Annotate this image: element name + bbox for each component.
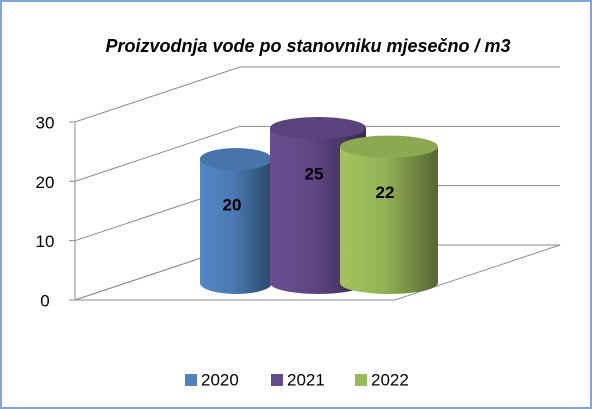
legend-label: 2022 xyxy=(371,370,409,389)
y-tick-label: 30 xyxy=(36,113,55,132)
y-tick-label: 10 xyxy=(36,232,55,251)
bar-top xyxy=(270,117,366,139)
y-tick-label: 0 xyxy=(40,291,49,310)
bar-top xyxy=(340,135,438,158)
y-tick-label: 20 xyxy=(36,173,55,192)
legend-swatch xyxy=(355,374,367,386)
legend-label: 2020 xyxy=(201,370,239,389)
grid-line xyxy=(69,66,560,123)
legend-label: 2021 xyxy=(287,370,325,389)
bar xyxy=(200,159,272,294)
data-label: 20 xyxy=(223,195,242,214)
data-label: 25 xyxy=(305,164,324,183)
legend-swatch xyxy=(185,374,197,386)
data-label: 22 xyxy=(376,183,395,202)
legend-swatch xyxy=(271,374,283,386)
chart-title: Proizvodnja vode po stanovniku mjesečno … xyxy=(105,36,510,56)
bar-top xyxy=(200,148,272,170)
grid-line xyxy=(69,125,560,182)
bar xyxy=(340,146,438,294)
